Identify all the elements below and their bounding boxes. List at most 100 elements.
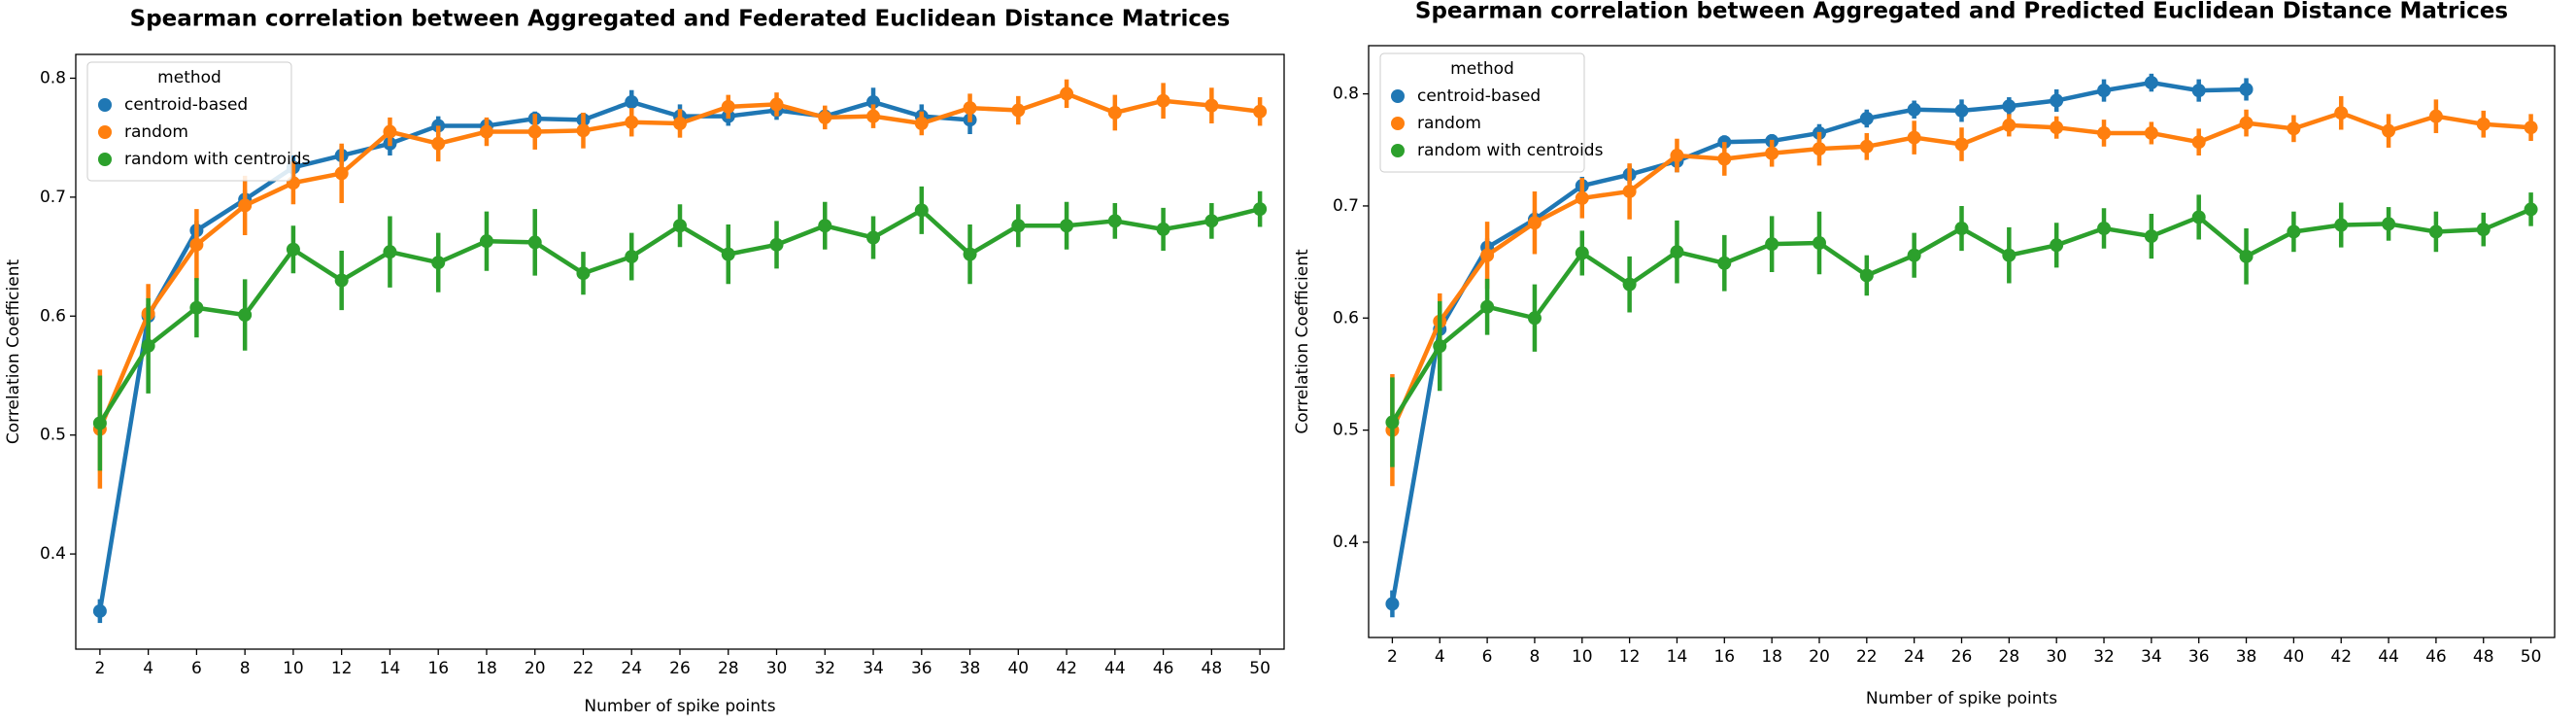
point [189, 300, 204, 315]
x-tick-label: 2 [1387, 647, 1398, 667]
point [2476, 117, 2491, 131]
point [1480, 248, 1495, 262]
point [2144, 76, 2158, 90]
y-tick-label: 0.5 [1333, 421, 1359, 440]
legend-label: random [1417, 114, 1481, 133]
point [1575, 246, 1589, 260]
point [2191, 84, 2206, 98]
point [1717, 152, 1732, 166]
legend-marker [1391, 89, 1405, 103]
point [721, 99, 735, 114]
plot-frame [1368, 45, 2556, 638]
point [914, 116, 929, 130]
point [1527, 311, 1542, 326]
x-tick-label: 42 [1056, 659, 1077, 678]
point [2334, 218, 2349, 232]
point [2191, 210, 2206, 224]
point [1765, 146, 1779, 160]
point [769, 237, 784, 252]
x-tick-label: 34 [2141, 647, 2162, 667]
x-tick-label: 38 [2236, 647, 2257, 667]
point [141, 338, 155, 353]
point [721, 247, 735, 261]
point [2239, 249, 2254, 263]
point [431, 136, 446, 151]
x-tick-label: 44 [1104, 659, 1126, 678]
point [1717, 256, 1732, 270]
point [2476, 223, 2491, 237]
legend-title: method [157, 68, 221, 87]
point [92, 416, 107, 430]
x-tick-label: 4 [1435, 647, 1445, 667]
point [1060, 86, 1074, 101]
x-tick-label: 46 [1153, 659, 1174, 678]
x-tick-label: 26 [669, 659, 691, 678]
point [866, 109, 881, 123]
x-tick-label: 10 [1572, 647, 1593, 667]
point [2097, 222, 2112, 236]
x-tick-label: 44 [2378, 647, 2399, 667]
x-tick-label: 50 [1249, 659, 1271, 678]
x-tick-label: 8 [1530, 647, 1541, 667]
x-tick-label: 48 [2473, 647, 2494, 667]
point [1204, 98, 1219, 113]
point [1954, 103, 1969, 118]
point [1670, 245, 1684, 259]
point [527, 124, 542, 139]
legend-label: random with centroids [124, 150, 311, 169]
point [576, 123, 591, 138]
point [1204, 214, 1219, 228]
x-tick-label: 6 [191, 659, 202, 678]
y-tick-label: 0.7 [40, 188, 66, 207]
legend-title: method [1450, 59, 1514, 79]
legend-label: centroid-based [124, 95, 248, 115]
point [2428, 224, 2443, 239]
point [866, 230, 881, 245]
point [2144, 229, 2158, 244]
point [1907, 102, 1921, 117]
x-tick-label: 42 [2330, 647, 2352, 667]
x-tick-label: 16 [427, 659, 449, 678]
point [2428, 109, 2443, 123]
point [963, 247, 977, 261]
point [2524, 202, 2538, 217]
point [1107, 214, 1122, 228]
x-tick-label: 46 [2425, 647, 2447, 667]
x-tick-label: 24 [1904, 647, 1925, 667]
point [1859, 268, 1874, 283]
point [479, 234, 493, 249]
y-tick-label: 0.4 [40, 544, 66, 564]
point [963, 101, 977, 116]
point [238, 198, 253, 213]
legend-marker [98, 98, 112, 112]
point [673, 116, 687, 130]
x-tick-label: 40 [1007, 659, 1029, 678]
point [2144, 125, 2158, 140]
point [2382, 217, 2396, 231]
x-tick-label: 16 [1713, 647, 1735, 667]
point [2524, 120, 2538, 135]
legend: method centroid-based random random with ce… [86, 61, 311, 182]
legend-label: centroid-based [1417, 86, 1541, 106]
x-tick-label: 18 [476, 659, 497, 678]
point [2097, 84, 2112, 98]
point [527, 235, 542, 250]
point [1107, 105, 1122, 120]
y-tick-label: 0.8 [40, 68, 66, 87]
plot-frame [75, 53, 1285, 650]
point [2097, 125, 2112, 140]
point [1433, 339, 1447, 354]
x-tick-label: 10 [283, 659, 304, 678]
point [818, 110, 832, 124]
point [334, 166, 349, 181]
x-tick-label: 30 [766, 659, 788, 678]
point [1622, 184, 1637, 198]
point [1859, 139, 1874, 154]
point [1907, 248, 1921, 262]
y-tick-label: 0.6 [1333, 308, 1359, 327]
x-tick-label: 50 [2521, 647, 2542, 667]
x-axis-label: Number of spike points [1866, 689, 2057, 708]
y-tick-label: 0.6 [40, 306, 66, 326]
chart: Spearman correlation between Aggregated … [1293, 0, 2556, 708]
